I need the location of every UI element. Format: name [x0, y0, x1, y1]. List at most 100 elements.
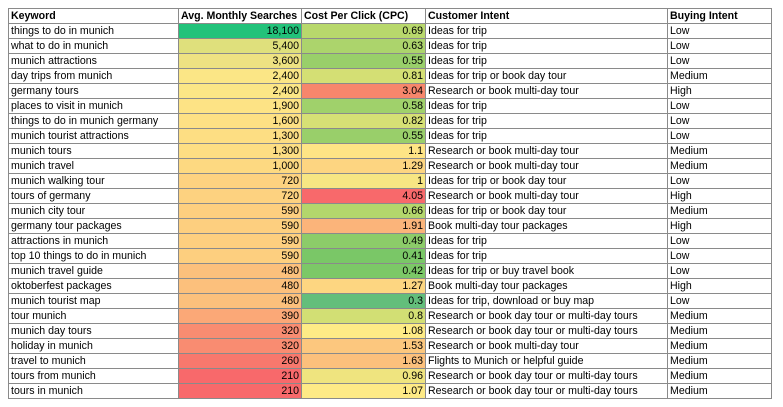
buying-intent-cell[interactable]: Medium — [667, 203, 772, 219]
keyword-cell[interactable]: tour munich — [8, 308, 179, 324]
cpc-cell[interactable]: 1.27 — [301, 278, 426, 294]
intent-cell[interactable]: Research or book day tour or multi-day t… — [425, 323, 668, 339]
keyword-cell[interactable]: tours of germany — [8, 188, 179, 204]
keyword-cell[interactable]: munich travel — [8, 158, 179, 174]
buying-intent-cell[interactable]: High — [667, 278, 772, 294]
cpc-cell[interactable]: 0.81 — [301, 68, 426, 84]
intent-cell[interactable]: Ideas for trip — [425, 53, 668, 69]
intent-cell[interactable]: Research or book multi-day tour — [425, 83, 668, 99]
buying-intent-cell[interactable]: Medium — [667, 383, 772, 399]
buying-intent-cell[interactable]: Low — [667, 38, 772, 54]
keyword-cell[interactable]: munich tourist attractions — [8, 128, 179, 144]
intent-cell[interactable]: Research or book day tour or multi-day t… — [425, 368, 668, 384]
keyword-cell[interactable]: munich tours — [8, 143, 179, 159]
cpc-cell[interactable]: 0.69 — [301, 23, 426, 39]
intent-cell[interactable]: Research or book multi-day tour — [425, 143, 668, 159]
buying-intent-cell[interactable]: Medium — [667, 368, 772, 384]
searches-cell[interactable]: 2,400 — [178, 83, 302, 99]
intent-cell[interactable]: Book multi-day tour packages — [425, 218, 668, 234]
cpc-cell[interactable]: 1 — [301, 173, 426, 189]
buying-intent-cell[interactable]: High — [667, 83, 772, 99]
cpc-cell[interactable]: 0.3 — [301, 293, 426, 309]
buying-intent-cell[interactable]: Low — [667, 53, 772, 69]
keyword-cell[interactable]: top 10 things to do in munich — [8, 248, 179, 264]
intent-cell[interactable]: Research or book day tour or multi-day t… — [425, 308, 668, 324]
cpc-cell[interactable]: 0.49 — [301, 233, 426, 249]
keyword-cell[interactable]: what to do in munich — [8, 38, 179, 54]
searches-cell[interactable]: 1,300 — [178, 143, 302, 159]
intent-cell[interactable]: Ideas for trip — [425, 38, 668, 54]
buying-intent-cell[interactable]: Medium — [667, 68, 772, 84]
searches-cell[interactable]: 480 — [178, 293, 302, 309]
buying-intent-cell[interactable]: High — [667, 188, 772, 204]
buying-intent-cell[interactable]: Medium — [667, 143, 772, 159]
keyword-cell[interactable]: places to visit in munich — [8, 98, 179, 114]
searches-cell[interactable]: 720 — [178, 173, 302, 189]
keyword-cell[interactable]: tours in munich — [8, 383, 179, 399]
intent-cell[interactable]: Ideas for trip — [425, 98, 668, 114]
searches-cell[interactable]: 590 — [178, 203, 302, 219]
searches-cell[interactable]: 720 — [178, 188, 302, 204]
searches-cell[interactable]: 590 — [178, 233, 302, 249]
searches-cell[interactable]: 2,400 — [178, 68, 302, 84]
intent-cell[interactable]: Ideas for trip or book day tour — [425, 68, 668, 84]
cpc-cell[interactable]: 1.1 — [301, 143, 426, 159]
searches-cell[interactable]: 18,100 — [178, 23, 302, 39]
searches-cell[interactable]: 210 — [178, 383, 302, 399]
searches-cell[interactable]: 3,600 — [178, 53, 302, 69]
cpc-cell[interactable]: 1.29 — [301, 158, 426, 174]
cpc-cell[interactable]: 0.55 — [301, 128, 426, 144]
buying-intent-cell[interactable]: Medium — [667, 158, 772, 174]
cpc-cell[interactable]: 4.05 — [301, 188, 426, 204]
keyword-cell[interactable]: travel to munich — [8, 353, 179, 369]
keyword-cell[interactable]: munich attractions — [8, 53, 179, 69]
searches-cell[interactable]: 320 — [178, 338, 302, 354]
intent-cell[interactable]: Ideas for trip or book day tour — [425, 203, 668, 219]
intent-cell[interactable]: Ideas for trip — [425, 23, 668, 39]
cpc-cell[interactable]: 0.63 — [301, 38, 426, 54]
keyword-cell[interactable]: oktoberfest packages — [8, 278, 179, 294]
searches-cell[interactable]: 590 — [178, 248, 302, 264]
searches-cell[interactable]: 1,000 — [178, 158, 302, 174]
header-buying-intent[interactable]: Buying Intent — [667, 8, 772, 24]
keyword-cell[interactable]: munich tourist map — [8, 293, 179, 309]
intent-cell[interactable]: Flights to Munich or helpful guide — [425, 353, 668, 369]
cpc-cell[interactable]: 1.07 — [301, 383, 426, 399]
keyword-cell[interactable]: germany tour packages — [8, 218, 179, 234]
cpc-cell[interactable]: 1.63 — [301, 353, 426, 369]
searches-cell[interactable]: 210 — [178, 368, 302, 384]
intent-cell[interactable]: Ideas for trip — [425, 233, 668, 249]
searches-cell[interactable]: 260 — [178, 353, 302, 369]
intent-cell[interactable]: Research or book multi-day tour — [425, 158, 668, 174]
keyword-cell[interactable]: munich travel guide — [8, 263, 179, 279]
intent-cell[interactable]: Research or book multi-day tour — [425, 338, 668, 354]
buying-intent-cell[interactable]: High — [667, 218, 772, 234]
buying-intent-cell[interactable]: Low — [667, 248, 772, 264]
keyword-cell[interactable]: things to do in munich germany — [8, 113, 179, 129]
cpc-cell[interactable]: 0.55 — [301, 53, 426, 69]
cpc-cell[interactable]: 0.96 — [301, 368, 426, 384]
intent-cell[interactable]: Ideas for trip or book day tour — [425, 173, 668, 189]
intent-cell[interactable]: Ideas for trip, download or buy map — [425, 293, 668, 309]
buying-intent-cell[interactable]: Medium — [667, 353, 772, 369]
intent-cell[interactable]: Ideas for trip — [425, 128, 668, 144]
header-avg-monthly-searches[interactable]: Avg. Monthly Searches — [178, 8, 302, 24]
searches-cell[interactable]: 320 — [178, 323, 302, 339]
header-keyword[interactable]: Keyword — [8, 8, 179, 24]
buying-intent-cell[interactable]: Medium — [667, 338, 772, 354]
cpc-cell[interactable]: 0.58 — [301, 98, 426, 114]
intent-cell[interactable]: Ideas for trip — [425, 113, 668, 129]
intent-cell[interactable]: Research or book day tour or multi-day t… — [425, 383, 668, 399]
searches-cell[interactable]: 390 — [178, 308, 302, 324]
buying-intent-cell[interactable]: Medium — [667, 308, 772, 324]
buying-intent-cell[interactable]: Low — [667, 293, 772, 309]
cpc-cell[interactable]: 0.42 — [301, 263, 426, 279]
keyword-cell[interactable]: munich day tours — [8, 323, 179, 339]
buying-intent-cell[interactable]: Low — [667, 128, 772, 144]
searches-cell[interactable]: 590 — [178, 218, 302, 234]
cpc-cell[interactable]: 1.08 — [301, 323, 426, 339]
intent-cell[interactable]: Ideas for trip — [425, 248, 668, 264]
keyword-cell[interactable]: munich city tour — [8, 203, 179, 219]
cpc-cell[interactable]: 3.04 — [301, 83, 426, 99]
intent-cell[interactable]: Book multi-day tour packages — [425, 278, 668, 294]
